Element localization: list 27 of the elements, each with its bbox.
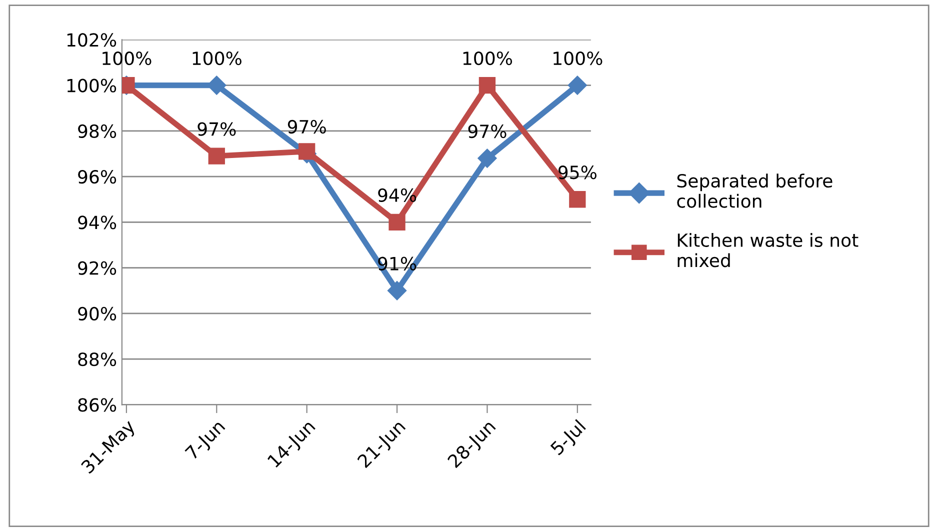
point [569,191,586,208]
data-label: 97% [288,120,326,134]
y-tick-label: 102% [67,33,116,47]
point [478,76,496,94]
data-label: 100% [463,51,512,66]
legend-label: Kitchen waste is not mixed [678,233,858,268]
data-label: 100% [554,51,602,66]
point [387,281,407,300]
point [568,76,587,95]
y-tick-label: 96% [78,170,116,184]
data-label: 95% [558,166,596,180]
point [208,148,225,164]
y-tick-label: 98% [78,124,116,138]
data-label: 97% [468,124,506,138]
y-tick-label: 92% [78,261,116,275]
data-label: 100% [192,51,242,66]
point [388,214,406,231]
data-label: 100% [102,51,152,66]
point [298,143,316,160]
y-tick-label: 94% [78,216,116,230]
legend-label: Separated before collection [677,174,832,208]
y-tick-label: 90% [78,306,116,321]
point [478,148,497,168]
y-tick-label: 100% [67,78,116,92]
y-tick-label: 88% [78,352,116,366]
y-tick-label: 86% [78,398,116,412]
data-label: 97% [198,122,236,136]
